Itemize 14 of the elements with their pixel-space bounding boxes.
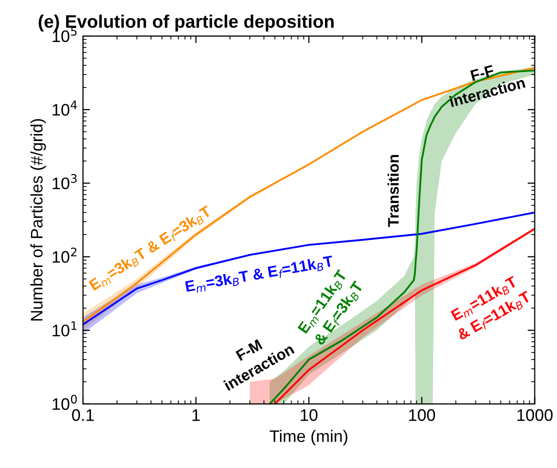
y-tick-label: 10$^{1}$ — [52, 321, 77, 336]
x-tick-label: 10 — [300, 409, 318, 421]
y-tick-label: 10$^{2}$ — [52, 248, 76, 263]
y-tick-label: 10$^{3}$ — [52, 174, 77, 190]
x-tick-label: 1000 — [517, 409, 553, 421]
y-tick-label: 10$^{0}$ — [52, 394, 77, 410]
x-tick-label: 100 — [409, 409, 436, 421]
y-axis-title: Number of Particles (#/grid) — [30, 119, 46, 320]
x-tick-label: 0.1 — [72, 409, 94, 421]
y-tick-label: 10$^{4}$ — [52, 100, 77, 116]
x-tick-label: 1 — [192, 409, 200, 421]
annotation: Transition — [388, 154, 399, 227]
text: E$_{m}$=11k$_{B}$T & E$_{f}$=11k$_{B}$T — [450, 276, 532, 340]
x-axis-title: Time (min) — [270, 430, 348, 446]
